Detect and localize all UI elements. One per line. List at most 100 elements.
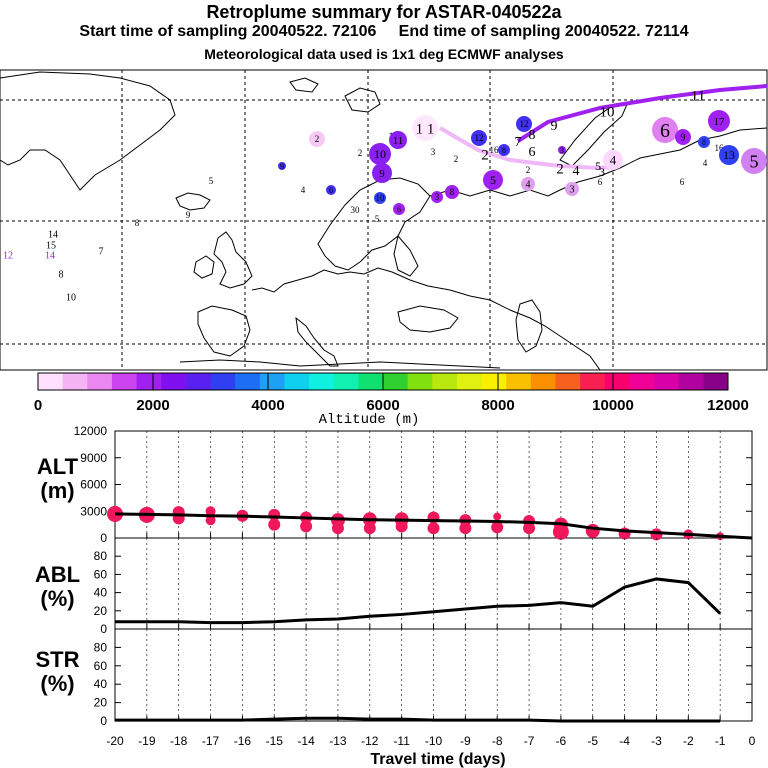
colorbar-segment	[284, 373, 310, 390]
cluster-label: 3	[435, 192, 440, 202]
abl-panel-label: ABL (%)	[34, 562, 81, 611]
colorbar-segment	[111, 373, 138, 390]
met-data-subtitle: Meteorological data used is 1x1 deg ECMW…	[204, 46, 564, 62]
colorbar-segment	[580, 373, 606, 390]
cluster-label: 7	[99, 247, 104, 258]
x-tick-label: -13	[329, 734, 347, 748]
colorbar-segment	[87, 373, 113, 390]
cluster-label: 4	[610, 153, 617, 168]
x-tick-label: -2	[683, 734, 694, 748]
cluster-label: 12	[475, 133, 484, 143]
cluster-label: 10	[374, 147, 386, 161]
abl-line	[115, 577, 722, 625]
alt-cluster-point	[300, 520, 313, 533]
cluster-label: 17	[714, 116, 726, 128]
cluster-label: 5	[750, 151, 759, 171]
colorbar-tick-label: 8000	[481, 397, 514, 414]
cluster-label: 14	[45, 251, 55, 262]
cluster-label: 8	[502, 146, 506, 155]
cluster-marker	[393, 203, 405, 215]
abl-y-tick-label: 20	[94, 604, 108, 618]
cluster-label: 9	[280, 162, 284, 171]
colorbar-segment	[210, 373, 236, 390]
x-tick-label: -14	[297, 734, 315, 748]
cluster-label: 2	[526, 165, 531, 175]
cluster-label: 10	[600, 104, 615, 120]
cluster-label: 10	[66, 293, 76, 304]
cluster-marker	[708, 110, 730, 132]
alt-panel-label: ALT (m)	[36, 454, 79, 503]
cluster-label: 9	[681, 133, 686, 144]
alt-cluster-point	[205, 506, 216, 517]
cluster-marker	[471, 130, 487, 146]
colorbar-segment	[456, 373, 483, 390]
cluster-marker	[431, 191, 443, 203]
cluster-label: 13	[723, 148, 735, 162]
colorbar-segment	[604, 373, 630, 390]
cluster-label: 6	[680, 177, 685, 187]
cluster-label: 6	[397, 205, 401, 214]
sampling-time-subtitle: Start time of sampling 20040522. 72106 E…	[79, 23, 689, 40]
colorbar-segment	[62, 373, 88, 390]
cluster-label: 9	[186, 210, 191, 220]
cluster-marker	[698, 136, 710, 148]
cluster-label: 1 1	[416, 121, 435, 137]
colorbar-segment	[481, 373, 507, 390]
cluster-label: 6	[598, 177, 603, 187]
cluster-label: 8	[529, 128, 536, 143]
abl-y-tick-label: 80	[94, 549, 108, 563]
cluster-label: 15	[46, 241, 56, 252]
x-tick-label: -3	[651, 734, 662, 748]
colorbar-segment	[654, 373, 680, 390]
alt-cluster-point	[331, 522, 344, 535]
colorbar-title: Altitude (m)	[319, 412, 420, 428]
cluster-label: 5	[490, 173, 496, 187]
str-y-tick-label: 20	[94, 696, 108, 710]
colorbar-segment	[333, 373, 359, 390]
cluster-label: 10	[376, 193, 386, 203]
x-axis-label: Travel time (days)	[370, 751, 505, 768]
alt-cluster-point	[491, 521, 504, 534]
cluster-label: 2	[556, 161, 564, 177]
alt-y-tick-label: 12000	[74, 424, 108, 438]
alt-cluster-point	[523, 522, 536, 535]
colorbar-segment	[383, 373, 409, 390]
x-tick-label: 0	[749, 734, 756, 748]
cluster-label: 3	[570, 185, 575, 196]
x-tick-label: -1	[715, 734, 726, 748]
cluster-label: 16	[490, 145, 500, 155]
str-y-tick-label: 80	[94, 640, 108, 654]
colorbar-segment	[136, 373, 162, 390]
alt-cluster-point	[552, 523, 569, 540]
cluster-label: 4	[573, 164, 580, 179]
cluster-label: 12	[3, 251, 13, 262]
cluster-label: 8	[702, 138, 706, 147]
x-tick-label: -18	[170, 734, 188, 748]
str-line	[115, 716, 721, 723]
alt-cluster-point	[585, 523, 600, 538]
cluster-marker	[483, 170, 503, 190]
colorbar-tick-label: 12000	[707, 397, 749, 414]
colorbar-segment	[185, 373, 211, 390]
x-tick-label: -17	[202, 734, 220, 748]
colorbar-segment	[678, 373, 704, 390]
cluster-label: 2	[454, 154, 459, 164]
cluster-label: 6	[529, 145, 536, 160]
x-tick-label: -5	[587, 734, 598, 748]
colorbar-segment	[432, 373, 458, 390]
cluster-marker	[558, 146, 566, 154]
colorbar-segment	[506, 373, 532, 390]
colorbar-tick-label: 2000	[136, 397, 169, 414]
colorbar-segment	[555, 373, 581, 390]
cluster-label: 4	[526, 180, 531, 191]
cluster-label: 4	[703, 158, 708, 168]
abl-plot: 0 20 40 60 80	[94, 538, 753, 636]
cluster-marker	[374, 192, 386, 204]
str-y-tick-label: 0	[100, 714, 107, 728]
x-tick-label: -7	[524, 734, 535, 748]
x-tick-label: -10	[425, 734, 443, 748]
cluster-label: 5	[209, 176, 214, 186]
colorbar-segment	[703, 373, 729, 390]
